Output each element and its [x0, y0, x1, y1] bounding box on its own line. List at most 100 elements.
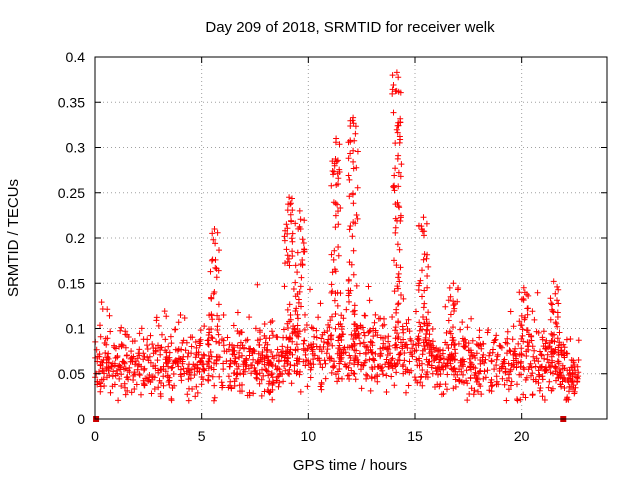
- data-point: [284, 306, 291, 313]
- data-point: [184, 365, 191, 372]
- data-point: [536, 372, 543, 378]
- data-point: [277, 370, 284, 377]
- data-point: [146, 374, 152, 381]
- data-point: [419, 267, 425, 274]
- data-point: [475, 388, 481, 395]
- data-point: [283, 350, 290, 357]
- data-point: [106, 372, 113, 379]
- data-point: [250, 347, 257, 353]
- x-tick-label: 5: [198, 428, 206, 444]
- data-point: [468, 366, 474, 373]
- data-point: [335, 334, 342, 341]
- data-point: [184, 353, 191, 360]
- data-point: [423, 255, 430, 262]
- data-point: [259, 349, 266, 355]
- data-point: [313, 343, 320, 350]
- data-point: [394, 241, 401, 248]
- data-point: [122, 384, 128, 391]
- data-point: [275, 383, 282, 390]
- data-point: [346, 193, 353, 200]
- data-point: [135, 350, 142, 357]
- data-point: [216, 316, 222, 323]
- data-point: [97, 361, 104, 368]
- data-point: [400, 370, 407, 377]
- data-point: [425, 263, 432, 270]
- data-point: [159, 331, 165, 338]
- data-point: [421, 287, 428, 294]
- data-point: [479, 354, 486, 361]
- data-point: [193, 383, 200, 390]
- data-point: [301, 217, 308, 224]
- data-point: [336, 360, 343, 367]
- data-point: [118, 324, 125, 331]
- data-point: [534, 289, 541, 296]
- data-point: [493, 378, 500, 385]
- y-tick-label: 0.05: [58, 366, 85, 382]
- data-point: [385, 338, 392, 345]
- data-point: [452, 376, 459, 383]
- data-point: [266, 335, 273, 342]
- data-point: [258, 392, 265, 399]
- data-point: [294, 355, 301, 362]
- x-tick-label: 20: [514, 428, 530, 444]
- data-point: [394, 330, 400, 337]
- data-point: [162, 336, 169, 343]
- data-point: [208, 257, 215, 264]
- data-point: [558, 383, 565, 390]
- data-point: [335, 375, 342, 382]
- data-point: [377, 345, 384, 352]
- data-point: [417, 277, 424, 284]
- data-point: [275, 358, 282, 365]
- data-point: [398, 161, 405, 168]
- data-point: [496, 368, 503, 374]
- data-point: [423, 339, 430, 346]
- data-point: [350, 147, 357, 154]
- data-point: [302, 362, 309, 369]
- data-point: [319, 364, 326, 371]
- data-point: [370, 333, 377, 340]
- data-point: [141, 365, 148, 372]
- data-point: [525, 343, 532, 349]
- data-point: [322, 360, 329, 367]
- data-point: [163, 354, 170, 361]
- data-point: [352, 220, 359, 227]
- data-point: [360, 362, 366, 369]
- data-point: [323, 350, 330, 357]
- data-point: [406, 369, 413, 376]
- data-point: [114, 370, 121, 377]
- data-point: [294, 249, 301, 256]
- data-point: [287, 200, 294, 207]
- data-point: [220, 360, 227, 367]
- data-point: [295, 315, 301, 322]
- data-point: [285, 201, 292, 208]
- data-point: [194, 361, 201, 368]
- data-point: [389, 314, 396, 320]
- data-point: [442, 303, 449, 310]
- data-point: [350, 158, 357, 165]
- data-point: [515, 340, 522, 347]
- data-point: [149, 373, 156, 380]
- data-point: [554, 335, 561, 342]
- data-point: [416, 362, 423, 369]
- data-point: [128, 389, 135, 396]
- data-point: [279, 343, 286, 350]
- data-point: [411, 374, 418, 381]
- data-point: [493, 362, 500, 369]
- data-point: [414, 379, 421, 386]
- data-point: [424, 322, 431, 329]
- data-point: [346, 226, 353, 233]
- data-point: [429, 370, 436, 377]
- data-point: [504, 328, 511, 335]
- data-point: [354, 332, 361, 339]
- data-point: [397, 218, 404, 224]
- data-point: [333, 135, 340, 142]
- data-point: [283, 221, 290, 228]
- data-point: [256, 327, 263, 334]
- data-point: [459, 319, 466, 326]
- data-point: [302, 347, 309, 354]
- data-point: [422, 346, 428, 353]
- data-point: [423, 356, 430, 363]
- data-point: [170, 371, 177, 377]
- x-axis-title: GPS time / hours: [293, 457, 407, 474]
- data-point: [511, 348, 518, 355]
